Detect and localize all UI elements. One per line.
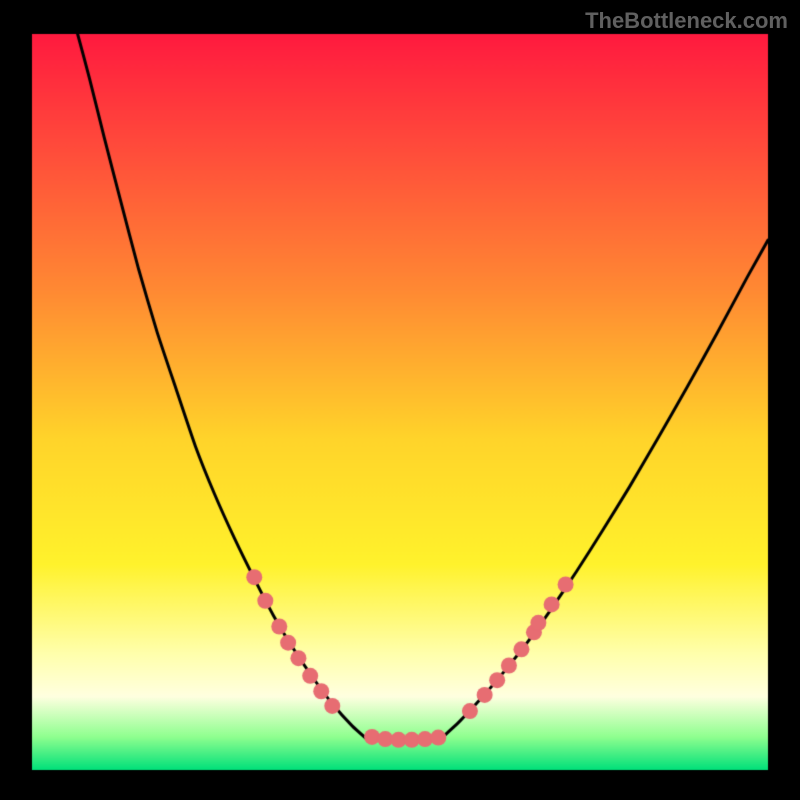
bottleneck-chart	[0, 0, 800, 800]
